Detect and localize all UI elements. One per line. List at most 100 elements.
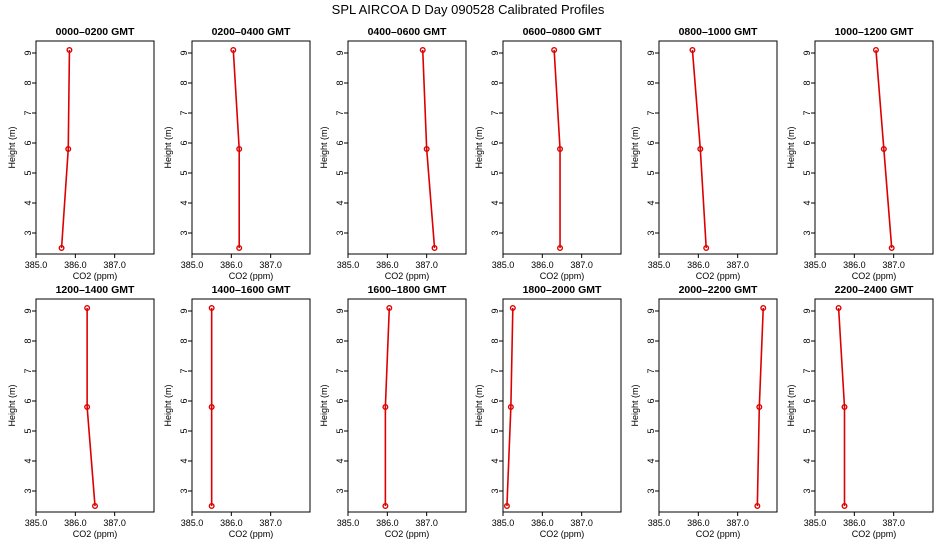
figure-title: SPL AIRCOA D Day 090528 Calibrated Profi…	[332, 2, 605, 17]
y-tick-label: 3	[335, 488, 345, 493]
y-axis-label: Height (m)	[474, 384, 484, 426]
y-axis-label: Height (m)	[7, 384, 17, 426]
profile-point	[382, 404, 389, 411]
x-tick-label: 385.0	[181, 260, 204, 270]
profile-point	[236, 145, 243, 152]
profile-point	[382, 503, 389, 510]
x-tick-label: 385.0	[181, 518, 204, 528]
y-tick-label: 7	[802, 110, 812, 115]
y-tick-label: 7	[490, 368, 500, 373]
y-tick-label: 8	[802, 80, 812, 85]
y-tick-label: 8	[335, 338, 345, 343]
profile-point	[760, 305, 767, 312]
profile-point	[386, 305, 393, 312]
y-tick-label: 9	[179, 50, 189, 55]
profile-line	[232, 49, 240, 248]
y-tick-label: 9	[179, 308, 189, 313]
plot-frame	[658, 298, 778, 513]
profile-line	[506, 307, 514, 507]
y-tick-label: 5	[646, 428, 656, 433]
profile-point	[236, 244, 243, 251]
y-tick-label: 7	[23, 110, 33, 115]
profile-point	[754, 503, 761, 510]
profile-point	[697, 145, 704, 152]
y-tick-label: 9	[802, 50, 812, 55]
x-tick-label: 386.0	[531, 518, 554, 528]
y-tick-label: 9	[646, 50, 656, 55]
x-tick-label: 386.0	[843, 518, 866, 528]
plot-frame	[814, 40, 934, 255]
panel-title: 1800–2000 GMT	[523, 284, 602, 296]
x-tick-label: 386.0	[531, 260, 554, 270]
x-tick-label: 387.0	[415, 518, 438, 528]
profile-point	[880, 145, 887, 152]
y-tick-label: 8	[335, 80, 345, 85]
y-tick-label: 7	[490, 110, 500, 115]
x-tick-label: 385.0	[648, 518, 671, 528]
profile-point	[557, 145, 564, 152]
y-tick-label: 4	[490, 458, 500, 463]
y-tick-label: 8	[179, 338, 189, 343]
y-axis-label: Height (m)	[7, 126, 17, 168]
y-axis-label: Height (m)	[630, 384, 640, 426]
y-tick-label: 7	[802, 368, 812, 373]
y-tick-label: 3	[802, 488, 812, 493]
y-tick-label: 7	[335, 368, 345, 373]
x-tick-label: 385.0	[492, 518, 515, 528]
x-tick-label: 385.0	[337, 260, 360, 270]
y-tick-label: 8	[23, 80, 33, 85]
y-tick-label: 6	[179, 140, 189, 145]
profile-line	[691, 49, 707, 249]
y-axis-label: Height (m)	[319, 384, 329, 426]
y-tick-label: 7	[179, 368, 189, 373]
x-axis-label: CO2 (ppm)	[73, 529, 118, 539]
y-axis-label: Height (m)	[319, 126, 329, 168]
y-axis-label: Height (m)	[163, 384, 173, 426]
y-tick-label: 3	[335, 230, 345, 235]
profile-point	[84, 404, 91, 411]
x-tick-label: 387.0	[882, 518, 905, 528]
y-tick-label: 8	[646, 80, 656, 85]
y-tick-label: 7	[23, 368, 33, 373]
x-tick-label: 386.0	[64, 518, 87, 528]
y-tick-label: 5	[23, 170, 33, 175]
plot-frame	[191, 298, 311, 513]
y-tick-label: 9	[23, 308, 33, 313]
y-tick-label: 5	[179, 170, 189, 175]
x-tick-label: 385.0	[25, 260, 48, 270]
profile-line	[421, 49, 436, 249]
y-tick-label: 5	[646, 170, 656, 175]
profile-point	[230, 47, 237, 54]
panel-title: 1000–1200 GMT	[835, 26, 914, 38]
plot-frame	[35, 40, 155, 255]
y-tick-label: 9	[646, 308, 656, 313]
profile-point	[835, 305, 842, 312]
profile-point	[66, 47, 73, 54]
y-tick-label: 6	[335, 398, 345, 403]
profile-line	[875, 49, 893, 249]
panel-title: 1600–1800 GMT	[368, 284, 447, 296]
y-tick-label: 5	[802, 170, 812, 175]
panel-title: 2200–2400 GMT	[835, 284, 914, 296]
y-tick-label: 7	[335, 110, 345, 115]
y-tick-label: 4	[179, 458, 189, 463]
profile-line	[60, 49, 71, 249]
y-tick-label: 5	[802, 428, 812, 433]
x-tick-label: 385.0	[492, 260, 515, 270]
y-tick-label: 5	[179, 428, 189, 433]
profile-point	[872, 47, 879, 54]
y-tick-label: 5	[23, 428, 33, 433]
x-tick-label: 387.0	[259, 518, 282, 528]
x-tick-label: 387.0	[103, 518, 126, 528]
x-tick-label: 387.0	[103, 260, 126, 270]
x-tick-label: 386.0	[376, 260, 399, 270]
profile-point	[509, 305, 516, 312]
x-axis-label: CO2 (ppm)	[696, 529, 741, 539]
y-tick-label: 6	[802, 398, 812, 403]
y-tick-label: 4	[179, 200, 189, 205]
y-tick-label: 6	[23, 140, 33, 145]
y-tick-label: 6	[490, 140, 500, 145]
